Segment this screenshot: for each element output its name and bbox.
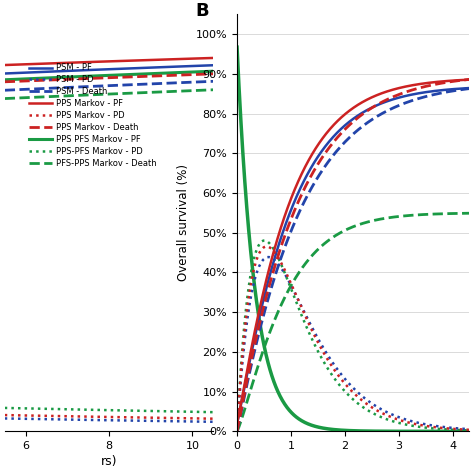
X-axis label: rs): rs) bbox=[101, 455, 117, 468]
Legend: PSM - PF, PSM - PD, PSM - Death, PPS Markov - PF, PPS Markov - PD, PPS Markov - : PSM - PF, PSM - PD, PSM - Death, PPS Mar… bbox=[26, 60, 160, 171]
Y-axis label: Overall survival (%): Overall survival (%) bbox=[177, 164, 190, 281]
Text: B: B bbox=[195, 2, 209, 20]
